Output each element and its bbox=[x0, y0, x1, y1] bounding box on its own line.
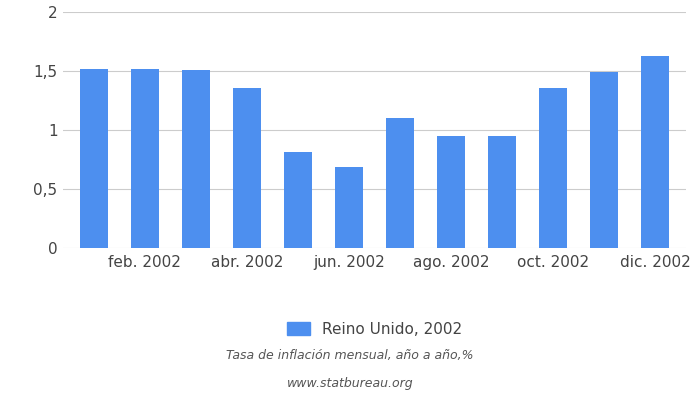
Bar bbox=[386, 118, 414, 248]
Bar bbox=[590, 72, 618, 248]
Bar bbox=[641, 56, 669, 248]
Bar bbox=[131, 69, 159, 248]
Text: www.statbureau.org: www.statbureau.org bbox=[287, 378, 413, 390]
Bar bbox=[284, 152, 312, 248]
Legend: Reino Unido, 2002: Reino Unido, 2002 bbox=[287, 322, 462, 337]
Bar bbox=[488, 136, 516, 248]
Bar bbox=[437, 136, 465, 248]
Bar bbox=[335, 166, 363, 248]
Bar bbox=[182, 70, 210, 248]
Bar bbox=[539, 88, 567, 248]
Text: Tasa de inflación mensual, año a año,%: Tasa de inflación mensual, año a año,% bbox=[226, 350, 474, 362]
Bar bbox=[233, 88, 261, 248]
Bar bbox=[80, 69, 108, 248]
